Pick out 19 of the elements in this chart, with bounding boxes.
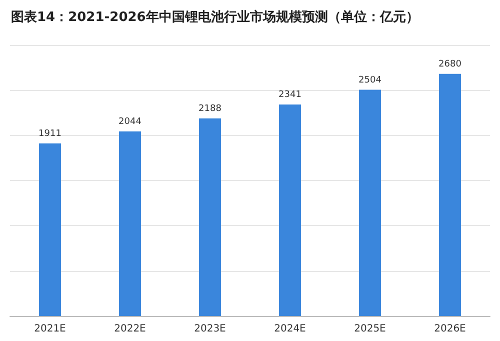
data-label: 2680 [438,59,462,70]
bar [39,143,61,316]
x-tick-label: 2021E [34,324,66,334]
x-tick-label: 2024E [274,324,306,334]
x-tick-label: 2022E [114,324,146,334]
bar [439,74,461,316]
data-label: 2044 [118,116,142,127]
x-tick-label: 2026E [434,324,466,334]
bar [199,118,221,316]
data-label: 2504 [358,75,382,86]
bar [119,131,141,316]
x-tick-label: 2023E [194,324,226,334]
data-label: 2188 [198,104,222,114]
bar [279,104,301,316]
data-label: 2341 [278,90,302,100]
bar [359,90,381,316]
x-tick-label: 2025E [354,324,386,334]
data-label: 1911 [38,128,62,139]
chart-title: 图表14：2021-2026年中国锂电池行业市场规模预测（单位：亿元） [11,9,419,25]
